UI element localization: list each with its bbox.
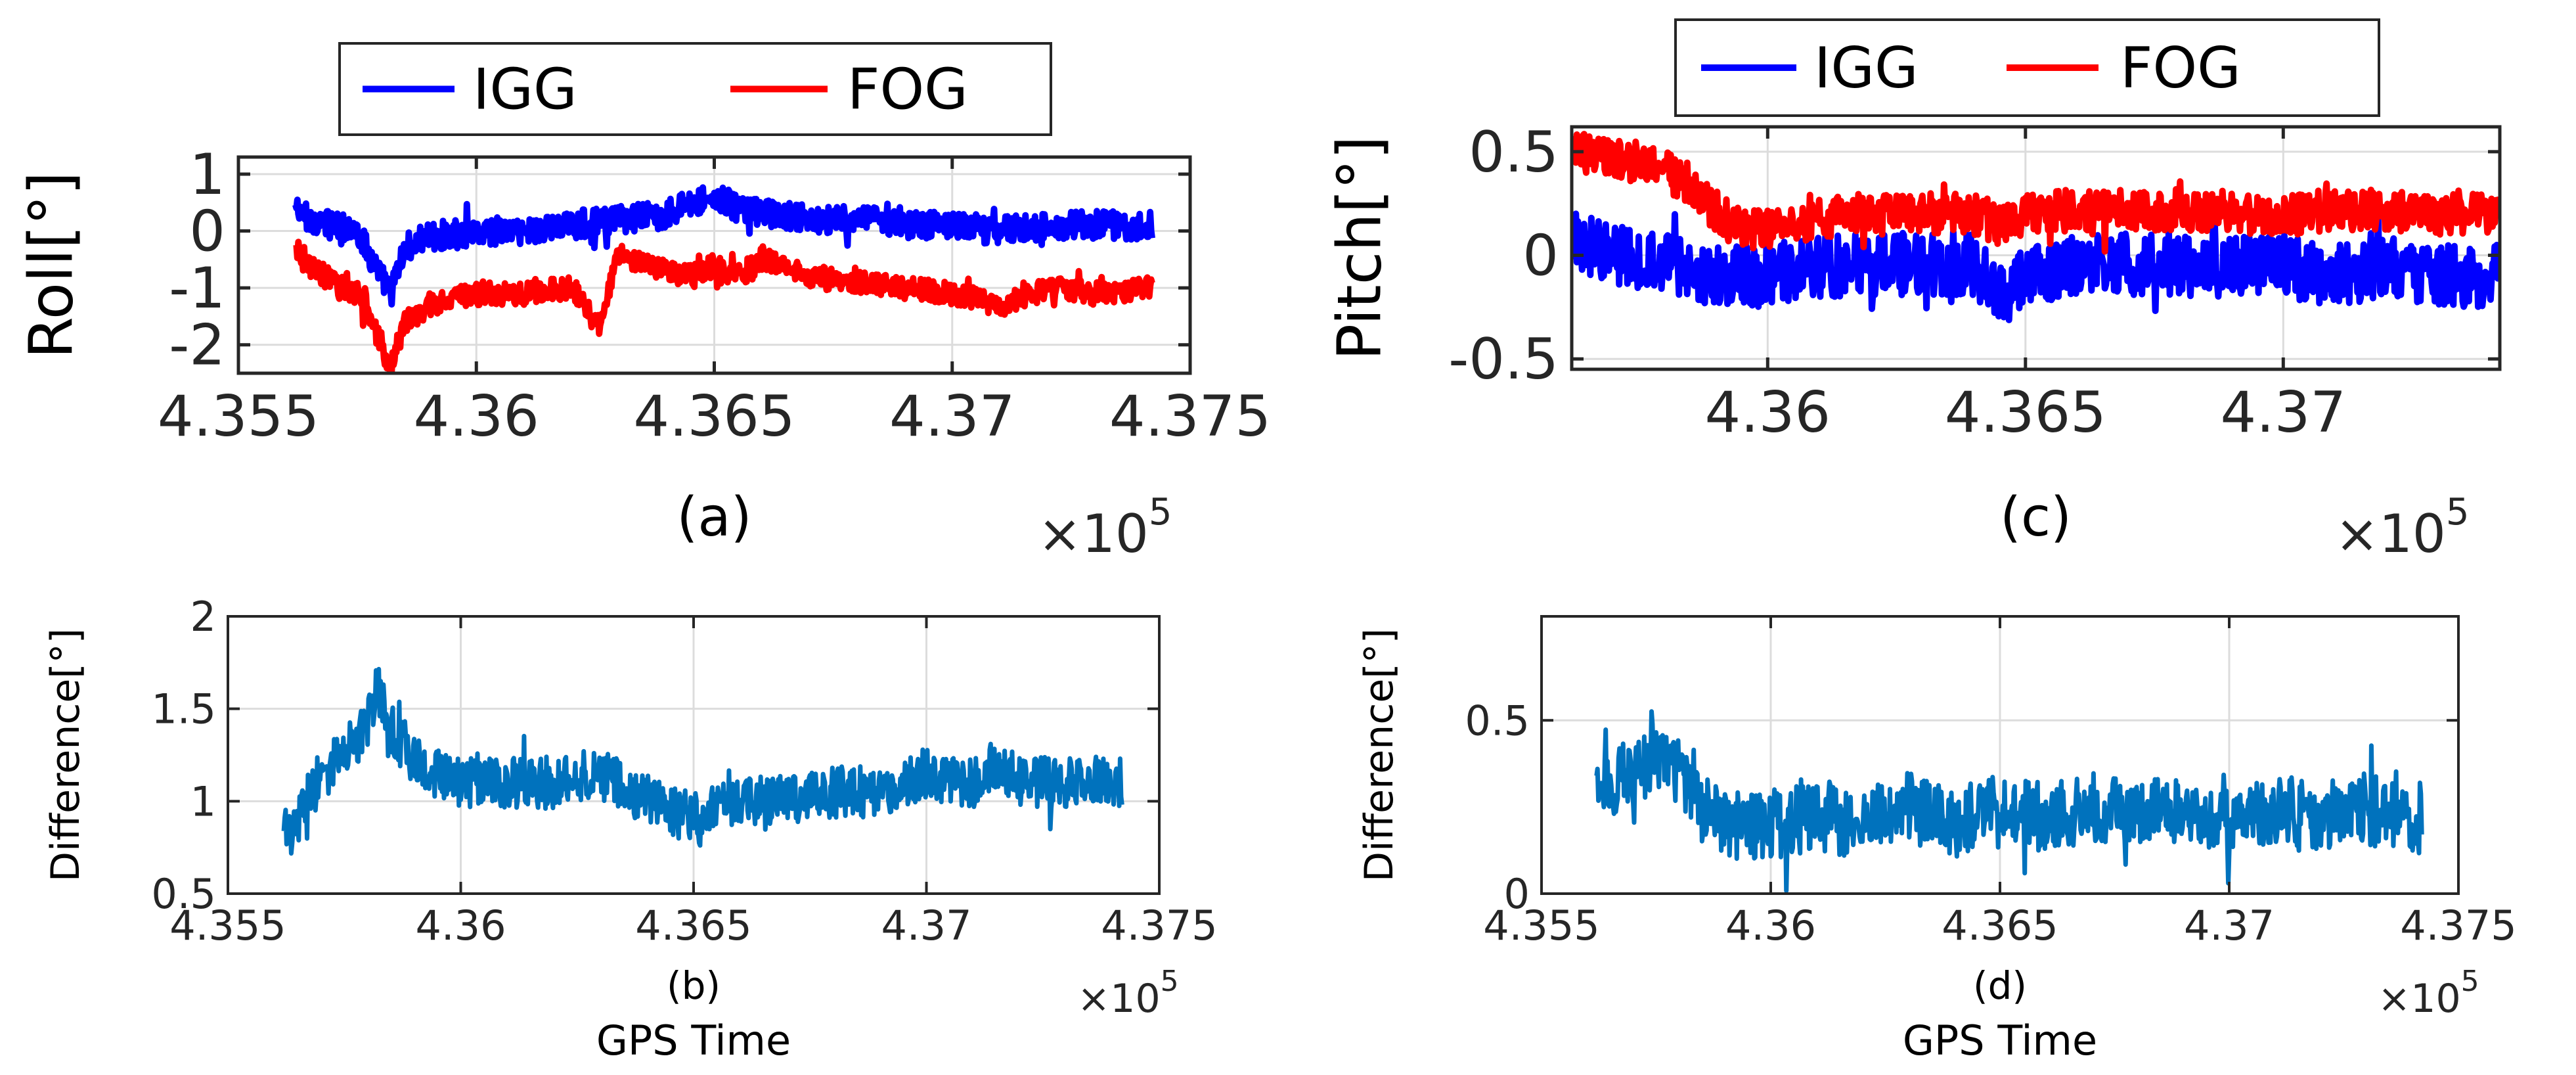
- x-tick-label: 4.375: [1109, 384, 1271, 449]
- x-tick-label: 4.365: [635, 902, 752, 949]
- y-tick-label: 1: [190, 777, 216, 825]
- legend-label-fog: FOG: [2120, 35, 2241, 101]
- x-tick-label: 4.375: [1101, 902, 1218, 949]
- legend-label-fog: FOG: [847, 57, 968, 123]
- x-tick-label: 4.365: [1945, 380, 2106, 446]
- x-axis-label: GPS Time: [596, 1017, 791, 1064]
- x-tick-label: 4.36: [415, 902, 506, 949]
- y-tick-label: 0.5: [151, 870, 216, 918]
- x-exponent-label: ×105: [2378, 965, 2479, 1022]
- y-tick-label: -2: [169, 313, 225, 378]
- y-axis-label: Roll[°]: [16, 172, 87, 359]
- y-axis-label: Difference[°]: [1356, 628, 1402, 882]
- legend-label-igg: IGG: [1814, 35, 1919, 101]
- series-line-fog: [1572, 131, 2500, 255]
- x-axis-label: GPS Time: [1903, 1017, 2097, 1064]
- y-tick-label: 0.5: [1465, 697, 1530, 744]
- x-tick-label: 4.36: [414, 384, 539, 449]
- series-line-igg: [1572, 202, 2500, 323]
- x-tick-label: 4.365: [633, 384, 795, 449]
- x-tick-label: 4.36: [1705, 380, 1831, 446]
- y-tick-label: 0: [1522, 223, 1559, 289]
- legend: IGG FOG: [338, 42, 1052, 136]
- panel-b: 4.355 4.36 4.365 4.37 4.375 2 1.5 1 0.5 Differenc…: [43, 593, 1218, 1064]
- x-tick-label: 4.375: [2400, 902, 2517, 949]
- y-tick-label: 0: [189, 199, 225, 265]
- panel-d: 4.355 4.36 4.365 4.37 4.375 0.5 0 Difference[°]…: [1356, 615, 2517, 1064]
- y-tick-label: 0: [1504, 870, 1530, 918]
- x-exponent-label: ×105: [2335, 491, 2469, 564]
- x-tick-label: 4.37: [889, 384, 1015, 449]
- x-tick-label: 4.355: [158, 384, 319, 449]
- legend-box: [338, 42, 1052, 136]
- panel-sublabel: (d): [1973, 963, 2027, 1008]
- series-group: [1594, 709, 2424, 894]
- panel-sublabel: (c): [2000, 486, 2072, 549]
- series-group: [281, 666, 1124, 856]
- y-tick-label: 2: [190, 593, 216, 641]
- x-tick-label: 4.365: [1942, 902, 2058, 949]
- y-axis-label: Difference[°]: [43, 628, 89, 882]
- series-line-difference: [1594, 709, 2424, 894]
- panel-c: 4.36 4.365 4.37 0.5 0 -0.5 Pitch[°] (c) ×105 IGG F…: [1325, 18, 2502, 564]
- y-tick-label: -1: [169, 256, 225, 321]
- x-exponent-label: ×105: [1038, 491, 1172, 564]
- series-line-igg: [292, 184, 1155, 308]
- x-exponent-label: ×105: [1077, 965, 1179, 1022]
- x-tick-label: 4.355: [169, 902, 286, 949]
- y-tick-label: -0.5: [1448, 327, 1559, 392]
- legend: IGG FOG: [1674, 18, 2380, 117]
- y-tick-label: 0.5: [1469, 120, 1559, 185]
- y-tick-label: 1: [189, 142, 225, 208]
- x-tick-label: 4.37: [881, 902, 971, 949]
- panel-sublabel: (b): [667, 963, 721, 1008]
- x-tick-label: 4.355: [1483, 902, 1600, 949]
- series-group: [292, 184, 1155, 373]
- series-line-difference: [281, 666, 1124, 856]
- y-axis-label: Pitch[°]: [1325, 136, 1395, 361]
- x-tick-label: 4.36: [1725, 902, 1816, 949]
- legend-label-igg: IGG: [473, 57, 577, 123]
- series-group: [1572, 131, 2500, 323]
- panel-a: 4.355 4.36 4.365 4.37 4.375 10-1-2 Roll[°] (a) ×…: [16, 42, 1271, 564]
- x-tick-label: 4.37: [2221, 380, 2346, 446]
- panel-sublabel: (a): [677, 486, 751, 549]
- x-tick-label: 4.37: [2184, 902, 2275, 949]
- series-line-fog: [293, 239, 1155, 373]
- y-tick-label: 1.5: [151, 685, 216, 733]
- axes-box: [1570, 125, 2502, 371]
